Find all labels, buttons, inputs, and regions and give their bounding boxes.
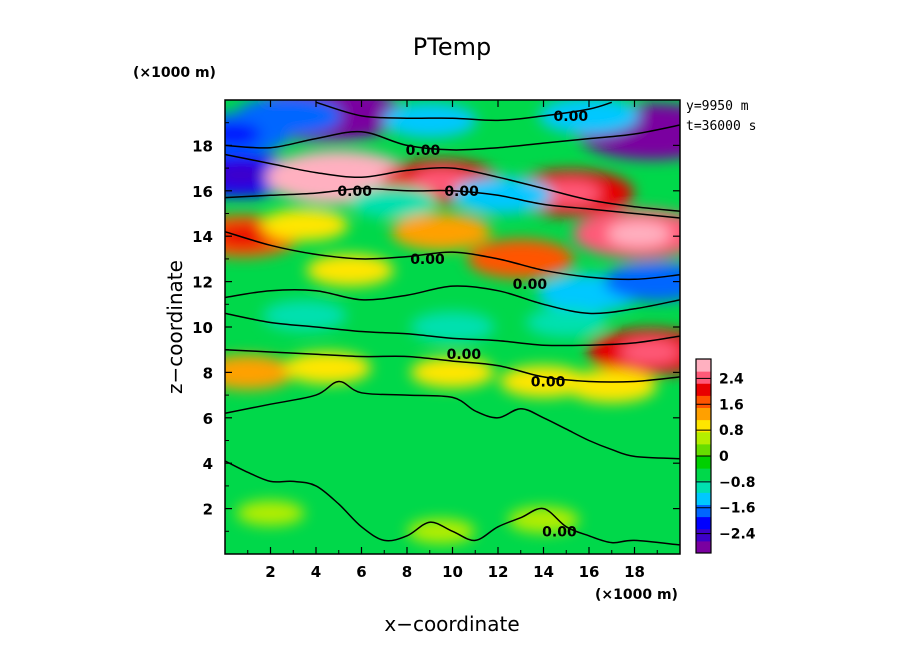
colorbar-tick-label-1: 1.6 [719, 397, 744, 413]
colorbar-tick-label-3: 0 [719, 449, 729, 465]
y-tick-label-1: 4 [203, 455, 213, 473]
zero-contour-7 [225, 348, 680, 383]
field-core-7 [303, 162, 374, 192]
field-core-26 [620, 339, 680, 365]
field-core-6 [225, 163, 270, 187]
y-unit-label: (×1000 m) [133, 65, 216, 81]
contour-layer [225, 101, 680, 546]
field-feature-24 [283, 351, 372, 385]
colorbar-swatch-11 [696, 407, 711, 421]
y-tick-label-7: 16 [192, 183, 213, 201]
colorbar-swatch-2 [696, 516, 711, 530]
colorbar-swatch-6 [696, 468, 711, 481]
field-feature-15 [390, 213, 492, 251]
field-feature-22 [525, 307, 607, 338]
field-core-16 [495, 248, 547, 270]
colorbar-swatch-12 [696, 395, 711, 408]
field-layer [225, 100, 680, 544]
y-tick-label-4: 10 [192, 319, 213, 337]
contour-label-3: 0.00 [444, 184, 479, 200]
field-feature-25 [410, 356, 495, 388]
field-feature-28 [566, 369, 658, 403]
field-feature-14 [260, 208, 349, 242]
x-axis-label: x−coordinate [384, 612, 519, 636]
contour-label-4: 0.00 [410, 252, 445, 268]
contour-label-2: 0.00 [337, 184, 372, 200]
x-axis: 2 4 6 8 10 12 14 16 18 [247, 100, 658, 581]
field-core-8 [412, 170, 470, 194]
zero-contour-3 [225, 124, 680, 151]
contour-label-layer: 0.00 0.00 0.00 0.00 0.00 0.00 0.00 0.00 0.00 [337, 109, 588, 540]
zero-contour-5 [225, 285, 680, 315]
contour-label-5: 0.00 [513, 277, 548, 293]
y-axis: 2 4 6 8 10 12 14 16 18 [192, 122, 680, 532]
zero-contour-4 [225, 230, 680, 281]
field-core-5 [225, 122, 262, 146]
y-tick-label-3: 8 [203, 364, 213, 382]
colorbar-swatch-4 [696, 492, 711, 505]
x-tick-label-6: 14 [533, 563, 554, 581]
field-feature-4 [538, 100, 640, 135]
colorbar-swatch-3 [696, 504, 711, 518]
y-tick-label-5: 12 [192, 274, 213, 292]
colorbar-swatch-8 [696, 443, 711, 457]
colorbar-tick-label-6: −2.4 [719, 527, 756, 543]
field-feature-21 [410, 311, 495, 343]
x-tick-label-3: 8 [402, 563, 412, 581]
zero-contour-6 [225, 312, 680, 347]
annotation-y: y=9950 m [686, 99, 749, 114]
colorbar-tick-label-2: 0.8 [719, 423, 744, 439]
colorbar-swatch-14 [696, 371, 711, 384]
x-unit-label: (×1000 m) [595, 587, 678, 603]
field-feature-11 [349, 186, 438, 219]
x-tick-label-7: 16 [579, 563, 600, 581]
zero-contour-2 [315, 101, 613, 122]
x-tick-label-2: 6 [356, 563, 366, 581]
x-tick-label-1: 4 [311, 563, 321, 581]
y-tick-label-2: 6 [203, 410, 213, 428]
field-feature-27 [499, 365, 588, 398]
colorbar-swatch-15 [696, 359, 711, 372]
y-tick-label-6: 14 [192, 228, 213, 246]
plot-area: 0.00 0.00 0.00 0.00 0.00 0.00 0.00 0.00 0.00 [225, 100, 680, 554]
zero-contour-1 [225, 187, 680, 219]
field-feature-29 [236, 500, 305, 526]
contour-label-0: 0.00 [554, 109, 589, 125]
zero-contour-9 [225, 460, 680, 546]
contour-label-1: 0.00 [406, 143, 441, 159]
field-feature-23 [225, 355, 295, 390]
colorbar: 2.4 1.6 0.8 0 −0.8 −1.6 −2.4 [695, 358, 756, 554]
colorbar-tick-label-4: −0.8 [719, 475, 756, 491]
field-feature-2 [382, 103, 477, 138]
colorbar-tick-label-0: 2.4 [719, 371, 744, 387]
colorbar-swatch-9 [696, 431, 711, 445]
colorbar-swatch-1 [696, 528, 711, 542]
zero-contour-8 [225, 380, 680, 460]
field-feature-17 [306, 254, 394, 287]
annotation-t: t=36000 s [686, 119, 756, 134]
colorbar-swatch-5 [696, 480, 711, 493]
x-tick-label-5: 12 [488, 563, 509, 581]
contour-label-7: 0.00 [531, 374, 566, 390]
colorbar-swatch-10 [696, 419, 711, 433]
x-tick-label-8: 18 [624, 563, 645, 581]
colorbar-swatch-13 [696, 383, 711, 396]
zero-contour-0 [225, 153, 680, 212]
y-tick-label-0: 2 [203, 501, 213, 519]
colorbar-tick-label-5: −1.6 [719, 501, 756, 517]
y-tick-label-8: 18 [192, 137, 213, 155]
contour-label-6: 0.00 [447, 347, 482, 363]
x-tick-label-0: 2 [265, 563, 275, 581]
field-core-12 [607, 220, 671, 247]
x-tick-label-4: 10 [442, 563, 463, 581]
colorbar-swatch-7 [696, 456, 711, 469]
contour-label-8: 0.00 [542, 524, 577, 540]
field-feature-31 [407, 518, 476, 544]
y-axis-label: z−coordinate [163, 260, 187, 394]
colorbar-swatch-0 [696, 540, 711, 554]
field-feature-30 [507, 506, 580, 534]
chart-title: PTemp [413, 33, 491, 61]
